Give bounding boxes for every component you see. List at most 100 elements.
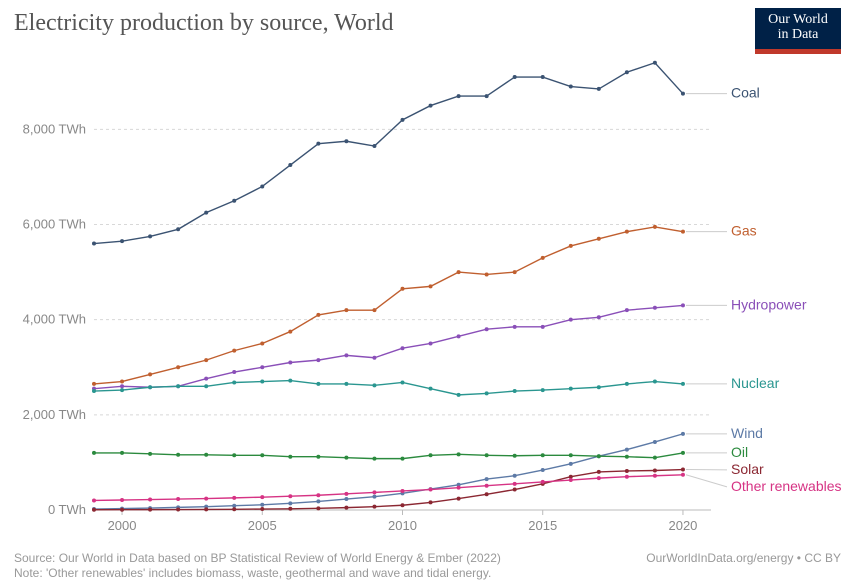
series-point [316,493,320,497]
series-point [541,468,545,472]
series-label-coal: Coal [731,85,760,101]
series-label-nuclear: Nuclear [731,375,780,391]
series-point [148,498,152,502]
series-point [625,475,629,479]
series-point [485,391,489,395]
series-point [485,272,489,276]
series-point [429,104,433,108]
series-point [344,456,348,460]
logo-line-1: Our World [768,12,828,27]
series-point [288,379,292,383]
series-point [92,498,96,502]
series-point [513,389,517,393]
series-point [653,380,657,384]
series-point [625,308,629,312]
x-tick-label: 2000 [108,518,137,533]
series-point [148,508,152,512]
series-point [597,385,601,389]
series-point [92,451,96,455]
series-point [429,500,433,504]
series-point [485,327,489,331]
series-point [513,488,517,492]
series-point [457,270,461,274]
series-point [288,361,292,365]
series-point [92,242,96,246]
x-tick-label: 2015 [528,518,557,533]
series-point [401,489,405,493]
series-point [316,455,320,459]
series-point [681,303,685,307]
series-point [653,306,657,310]
series-label-solar: Solar [731,461,764,477]
series-point [316,313,320,317]
series-point [653,469,657,473]
series-point [681,230,685,234]
series-point [260,507,264,511]
series-point [457,497,461,501]
series-line-wind [94,434,683,509]
y-tick-label: 4,000 TWh [23,312,86,327]
series-point [260,503,264,507]
series-point [485,484,489,488]
series-line-coal [94,63,683,244]
series-point [92,508,96,512]
series-point [541,453,545,457]
series-point [513,75,517,79]
series-point [401,457,405,461]
series-point [232,380,236,384]
series-point [485,94,489,98]
series-point [288,507,292,511]
series-line-hydropower [94,305,683,388]
series-point [485,477,489,481]
series-line-other-renewables [94,475,683,501]
series-point [569,462,573,466]
series-point [457,393,461,397]
series-point [232,199,236,203]
series-point [176,384,180,388]
y-tick-label: 2,000 TWh [23,407,86,422]
series-point [681,468,685,472]
series-point [176,508,180,512]
series-point [541,75,545,79]
series-point [176,497,180,501]
series-point [681,473,685,477]
series-point [232,349,236,353]
series-point [120,388,124,392]
series-point [260,380,264,384]
series-label-wind: Wind [731,425,763,441]
series-point [260,453,264,457]
series-point [372,457,376,461]
series-point [372,383,376,387]
series-point [288,501,292,505]
series-point [344,382,348,386]
series-point [344,139,348,143]
series-point [288,330,292,334]
series-point [569,478,573,482]
series-point [457,452,461,456]
series-point [401,346,405,350]
series-line-nuclear [94,381,683,395]
series-point [204,377,208,381]
series-point [681,382,685,386]
series-point [513,454,517,458]
series-point [260,341,264,345]
line-chart: 0 TWh2,000 TWh4,000 TWh6,000 TWh8,000 TW… [14,50,841,540]
series-point [541,325,545,329]
series-point [148,234,152,238]
x-tick-label: 2005 [248,518,277,533]
series-point [457,334,461,338]
series-point [485,492,489,496]
series-point [681,432,685,436]
series-point [401,287,405,291]
series-point [316,142,320,146]
series-point [597,454,601,458]
series-point [204,211,208,215]
series-point [232,507,236,511]
series-point [457,94,461,98]
series-point [429,284,433,288]
series-point [316,358,320,362]
series-point [316,382,320,386]
series-point [372,308,376,312]
series-point [344,497,348,501]
series-point [344,353,348,357]
